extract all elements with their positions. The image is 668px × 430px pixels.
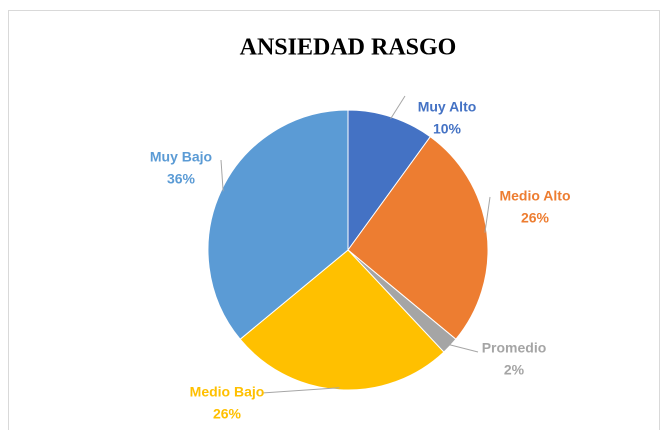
- leader-line: [261, 387, 340, 394]
- data-label-value: 2%: [504, 362, 525, 378]
- data-label-name: Promedio: [482, 340, 547, 356]
- data-label-value: 26%: [521, 210, 550, 226]
- data-label-name: Medio Bajo: [190, 384, 265, 400]
- data-label-name: Muy Alto: [418, 99, 477, 115]
- data-label-value: 10%: [433, 121, 462, 137]
- leader-line: [484, 196, 491, 233]
- data-label-name: Muy Bajo: [150, 149, 212, 165]
- leader-line: [390, 95, 406, 120]
- data-label-value: 26%: [213, 406, 242, 422]
- leader-line: [220, 159, 224, 192]
- data-label-name: Medio Alto: [499, 188, 570, 204]
- leader-line: [448, 343, 479, 353]
- pie-slice: [239, 249, 445, 391]
- chart-title: ANSIEDAD RASGO: [240, 35, 457, 61]
- data-label-value: 36%: [167, 171, 196, 187]
- pie-slice: [207, 109, 349, 340]
- pie-slice: [347, 136, 489, 340]
